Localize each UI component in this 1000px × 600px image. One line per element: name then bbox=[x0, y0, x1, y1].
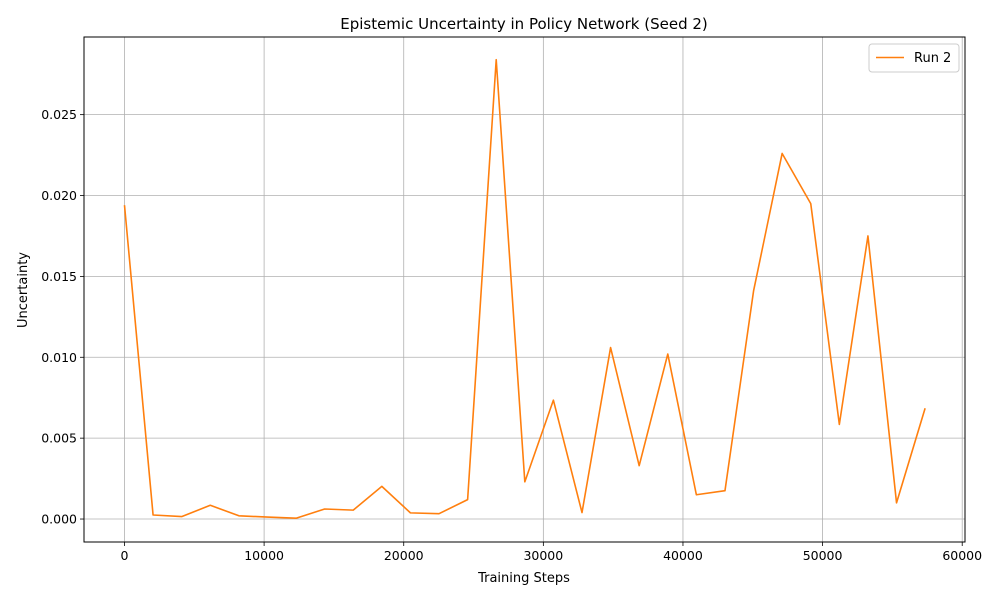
chart-title: Epistemic Uncertainty in Policy Network … bbox=[340, 15, 708, 33]
x-tick-label: 0 bbox=[121, 548, 129, 563]
x-tick-label: 50000 bbox=[803, 548, 843, 563]
legend[interactable]: Run 2 bbox=[868, 43, 960, 73]
y-tick-label: 0.010 bbox=[41, 350, 77, 365]
x-tick-label: 30000 bbox=[523, 548, 563, 563]
y-tick-label: 0.020 bbox=[41, 188, 77, 203]
y-tick-label: 0.025 bbox=[41, 107, 77, 122]
x-tick-label: 20000 bbox=[384, 548, 424, 563]
y-tick-label: 0.015 bbox=[41, 269, 77, 284]
series-layer bbox=[123, 58, 926, 520]
x-tick-label: 60000 bbox=[942, 548, 982, 563]
plot-frame bbox=[83, 36, 966, 543]
x-axis-title: Training Steps bbox=[477, 571, 570, 586]
ticks: 0 10000 20000 30000 40000 50000 60000 0.000 0.00… bbox=[41, 107, 982, 563]
x-tick-label: 10000 bbox=[244, 548, 284, 563]
y-tick-label: 0.000 bbox=[41, 512, 77, 527]
x-tick-label: 40000 bbox=[663, 548, 703, 563]
y-tick-label: 0.005 bbox=[41, 431, 77, 446]
y-axis-title: Uncertainty bbox=[16, 252, 31, 328]
legend-box bbox=[868, 43, 960, 73]
legend-label-run-2: Run 2 bbox=[914, 51, 951, 66]
